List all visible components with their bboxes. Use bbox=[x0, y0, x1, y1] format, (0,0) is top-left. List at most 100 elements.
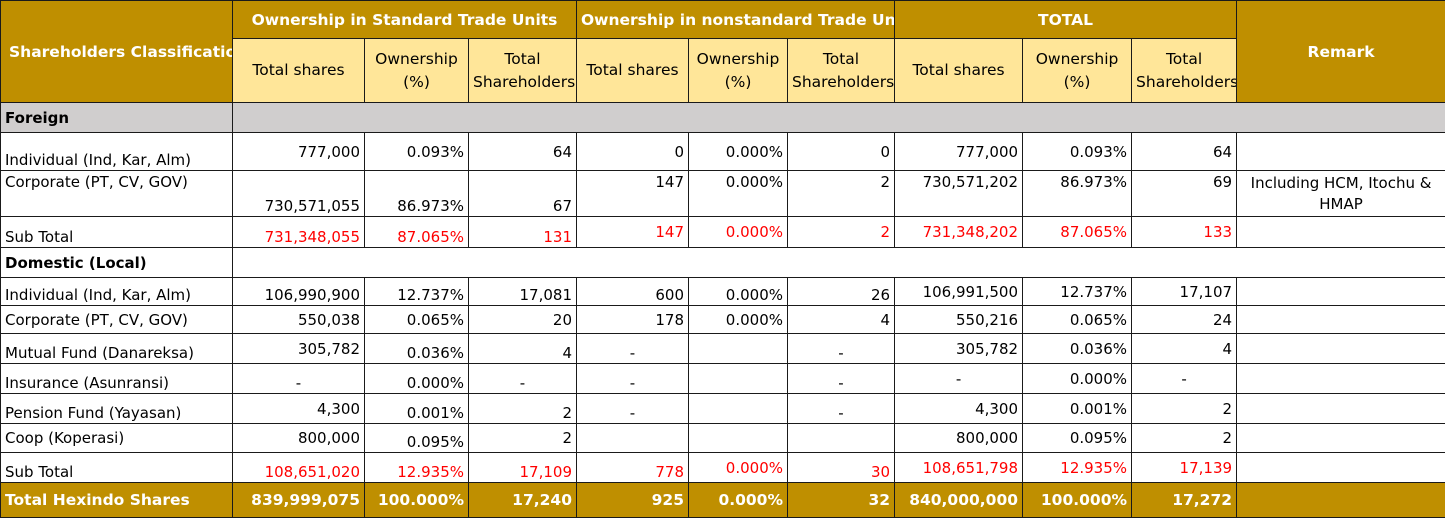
row-label: Sub Total bbox=[0, 216, 233, 248]
table-row: Insurance (Asunransi) - 0.000% - - - - 0… bbox=[0, 363, 1445, 394]
cell-std-holders: 17,240 bbox=[468, 482, 577, 518]
table-row: Corporate (PT, CV, GOV) 730,571,055 86.9… bbox=[0, 170, 1445, 217]
cell-ns-pct: 0.000% bbox=[688, 277, 788, 306]
cell-remark bbox=[1236, 482, 1445, 518]
cell-std-holders: 2 bbox=[468, 393, 577, 424]
table-row: Pension Fund (Yayasan) 4,300 0.001% 2 - … bbox=[0, 393, 1445, 424]
cell-tot-pct: 0.001% bbox=[1022, 393, 1133, 424]
cell-ns-pct bbox=[688, 363, 788, 394]
col-tot-total-shareholders: Total Shareholders bbox=[1131, 38, 1238, 103]
cell-ns-shares: 925 bbox=[576, 482, 689, 518]
subtotal-row-foreign: Sub Total 731,348,055 87.065% 131 147 0.… bbox=[0, 216, 1445, 248]
cell-tot-pct: 0.036% bbox=[1022, 333, 1133, 364]
cell-tot-holders: 17,139 bbox=[1131, 452, 1238, 483]
row-label: Corporate (PT, CV, GOV) bbox=[0, 170, 233, 217]
cell-std-pct: 0.093% bbox=[364, 132, 469, 171]
cell-std-holders: - bbox=[468, 363, 577, 394]
cell-tot-shares: 550,216 bbox=[894, 305, 1024, 334]
cell-tot-pct: 100.000% bbox=[1022, 482, 1133, 518]
col-tot-ownership: Ownership (%) bbox=[1022, 38, 1133, 103]
cell-ns-shares: 147 bbox=[576, 216, 689, 248]
cell-tot-pct: 0.095% bbox=[1022, 423, 1133, 453]
grand-total-row: Total Hexindo Shares 839,999,075 100.000… bbox=[0, 482, 1445, 518]
cell-ns-pct: 0.000% bbox=[688, 305, 788, 334]
cell-std-pct: 0.065% bbox=[364, 305, 469, 334]
section-label-foreign: Foreign bbox=[0, 102, 233, 133]
col-std-total-shares: Total shares bbox=[232, 38, 365, 103]
header-row-groups: Shareholders Classification Ownership in… bbox=[0, 0, 1445, 103]
cell-remark bbox=[1236, 216, 1445, 248]
cell-ns-shares: 600 bbox=[576, 277, 689, 306]
row-label: Individual (Ind, Kar, Alm) bbox=[0, 277, 233, 306]
cell-std-holders: 67 bbox=[468, 170, 577, 217]
cell-std-pct: 12.935% bbox=[364, 452, 469, 483]
cell-std-shares: 731,348,055 bbox=[232, 216, 365, 248]
cell-tot-shares: 106,991,500 bbox=[894, 277, 1024, 306]
col-ns-total-shareholders: Total Shareholders bbox=[786, 38, 896, 103]
cell-ns-shares: - bbox=[576, 333, 689, 364]
cell-tot-holders: 133 bbox=[1131, 216, 1238, 248]
row-label: Mutual Fund (Danareksa) bbox=[0, 333, 233, 364]
cell-ns-holders: 4 bbox=[786, 305, 896, 334]
header-group-standard: Ownership in Standard Trade Units bbox=[232, 0, 577, 39]
cell-ns-shares: 147 bbox=[576, 170, 689, 217]
cell-std-shares: 106,990,900 bbox=[232, 277, 365, 306]
cell-ns-holders: 32 bbox=[786, 482, 896, 518]
cell-ns-shares bbox=[576, 423, 689, 453]
row-label: Insurance (Asunransi) bbox=[0, 363, 233, 394]
cell-std-pct: 0.000% bbox=[364, 363, 469, 394]
cell-std-holders: 17,109 bbox=[468, 452, 577, 483]
cell-std-pct: 87.065% bbox=[364, 216, 469, 248]
cell-ns-shares: 778 bbox=[576, 452, 689, 483]
cell-tot-shares: 4,300 bbox=[894, 393, 1024, 424]
cell-tot-pct: 86.973% bbox=[1022, 170, 1133, 217]
cell-tot-pct: 0.000% bbox=[1022, 363, 1133, 394]
header-group-total: TOTAL bbox=[894, 0, 1238, 39]
cell-tot-shares: - bbox=[894, 363, 1024, 394]
cell-remark bbox=[1236, 277, 1445, 306]
col-ns-total-shares: Total shares bbox=[576, 38, 689, 103]
cell-tot-shares: 800,000 bbox=[894, 423, 1024, 453]
cell-tot-shares: 731,348,202 bbox=[894, 216, 1024, 248]
cell-std-pct: 0.095% bbox=[364, 423, 469, 453]
cell-std-pct: 100.000% bbox=[364, 482, 469, 518]
cell-tot-holders: 17,272 bbox=[1131, 482, 1238, 518]
section-label-domestic: Domestic (Local) bbox=[0, 247, 233, 278]
row-label: Sub Total bbox=[0, 452, 233, 483]
col-tot-total-shares: Total shares bbox=[894, 38, 1024, 103]
table-row: Mutual Fund (Danareksa) 305,782 0.036% 4… bbox=[0, 333, 1445, 364]
cell-ns-holders bbox=[786, 423, 896, 453]
cell-std-pct: 0.001% bbox=[364, 393, 469, 424]
cell-std-holders: 17,081 bbox=[468, 277, 577, 306]
cell-remark bbox=[1236, 423, 1445, 453]
section-filler bbox=[231, 102, 1445, 133]
cell-ns-holders: 26 bbox=[786, 277, 896, 306]
cell-tot-shares: 777,000 bbox=[894, 132, 1024, 171]
cell-tot-pct: 0.065% bbox=[1022, 305, 1133, 334]
cell-ns-holders: - bbox=[786, 333, 896, 364]
header-row-columns: Total shares Ownership (%) Total Shareho… bbox=[1, 38, 1445, 103]
cell-ns-pct: 0.000% bbox=[688, 482, 788, 518]
cell-ns-shares: 0 bbox=[576, 132, 689, 171]
cell-tot-pct: 12.935% bbox=[1022, 452, 1133, 483]
cell-tot-pct: 12.737% bbox=[1022, 277, 1133, 306]
header-classification: Shareholders Classification bbox=[0, 0, 233, 103]
cell-std-holders: 2 bbox=[468, 423, 577, 453]
cell-tot-holders: 2 bbox=[1131, 393, 1238, 424]
cell-std-holders: 4 bbox=[468, 333, 577, 364]
col-std-total-shareholders: Total Shareholders bbox=[468, 38, 577, 103]
cell-std-holders: 64 bbox=[468, 132, 577, 171]
cell-std-shares: 305,782 bbox=[232, 333, 365, 364]
cell-tot-holders: 69 bbox=[1131, 170, 1238, 217]
cell-std-shares: - bbox=[232, 363, 365, 394]
cell-tot-pct: 87.065% bbox=[1022, 216, 1133, 248]
col-ns-ownership: Ownership (%) bbox=[688, 38, 788, 103]
cell-std-holders: 131 bbox=[468, 216, 577, 248]
section-foreign: Foreign bbox=[0, 102, 1445, 133]
cell-tot-holders: 64 bbox=[1131, 132, 1238, 171]
cell-tot-holders: - bbox=[1131, 363, 1238, 394]
cell-ns-holders: 2 bbox=[786, 170, 896, 217]
cell-ns-pct bbox=[688, 423, 788, 453]
cell-ns-holders: 30 bbox=[786, 452, 896, 483]
cell-remark bbox=[1236, 393, 1445, 424]
